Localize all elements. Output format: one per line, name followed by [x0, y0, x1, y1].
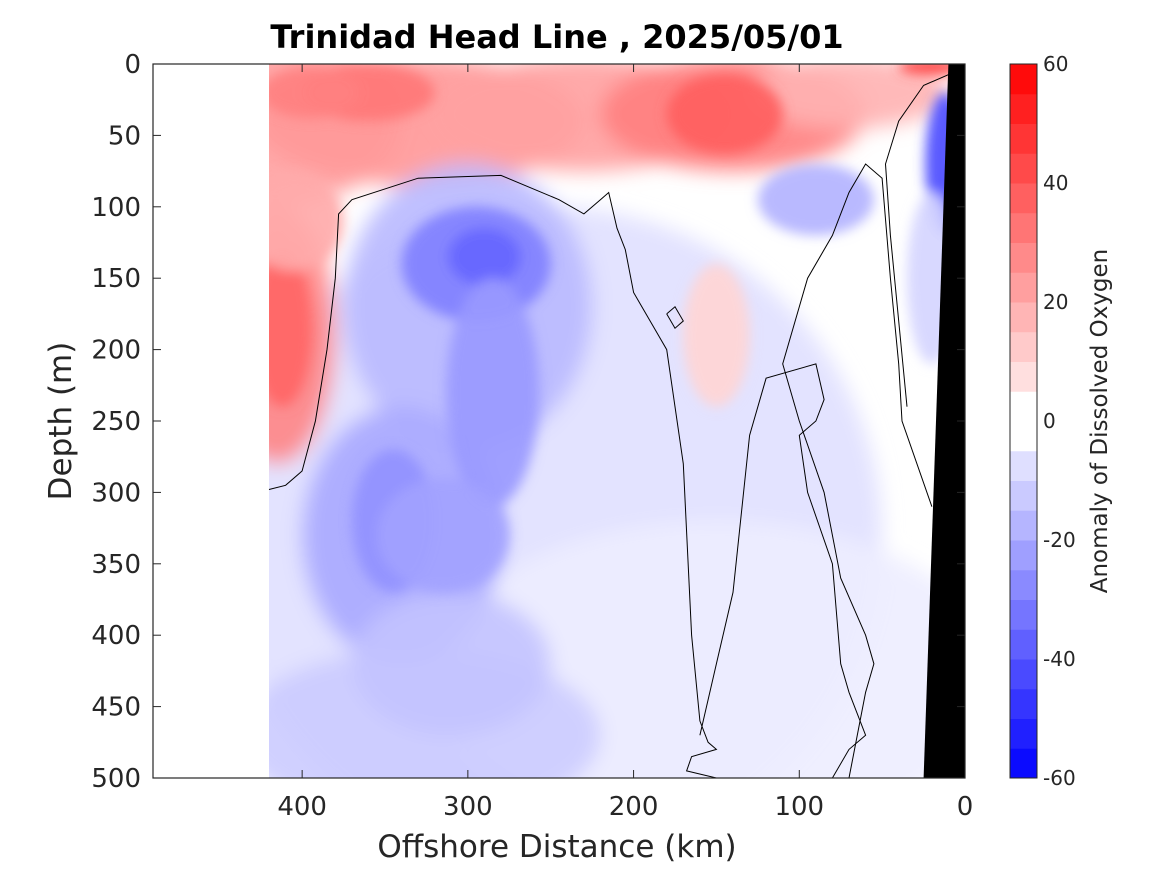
y-tick-label: 100: [91, 193, 141, 223]
y-tick-label: 0: [124, 50, 141, 80]
colorbar-band: [1010, 183, 1037, 214]
colorbar-band: [1010, 421, 1037, 452]
anomaly-patch: [447, 228, 521, 286]
colorbar-band: [1010, 361, 1037, 392]
colorbar-band: [1010, 331, 1037, 362]
colorbar-band: [1010, 302, 1037, 333]
y-axis: 0 50 100 150 200 250 300 350 400 450 500: [91, 50, 965, 794]
y-tick-label: 300: [91, 478, 141, 508]
y-tick-label: 150: [91, 264, 141, 294]
chart-title: Trinidad Head Line , 2025/05/01: [270, 18, 843, 56]
colorbar-frame: [1009, 63, 1038, 779]
anomaly-patch: [446, 278, 540, 507]
contour-line: [666, 306, 684, 329]
contour-line: [699, 363, 867, 778]
anomaly-patch: [351, 592, 551, 736]
y-tick-label: 250: [91, 407, 141, 437]
contour-line: [268, 174, 718, 778]
colorbar-band: [1010, 540, 1037, 571]
colorbar-tick-label: 0: [1043, 409, 1056, 433]
contour-line: [884, 70, 957, 407]
colorbar-band: [1010, 391, 1037, 422]
colorbar-band: [1010, 153, 1037, 184]
colorbar-band: [1010, 629, 1037, 660]
anomaly-patch: [749, 64, 949, 129]
bathymetry: [923, 64, 965, 778]
x-tick-label: 100: [774, 792, 824, 822]
colorbar-band: [1010, 64, 1037, 95]
y-axis-label: Depth (m): [43, 342, 79, 501]
colorbar-band: [1010, 569, 1037, 600]
anomaly-patch: [376, 478, 510, 593]
x-tick-label: 400: [277, 792, 327, 822]
y-tick-label: 350: [91, 550, 141, 580]
colorbar-tick-label: -20: [1043, 528, 1076, 552]
colorbar-band: [1010, 599, 1037, 630]
x-tick-label: 300: [443, 792, 493, 822]
colorbar-band: [1010, 212, 1037, 243]
anomaly-field: [153, 64, 965, 778]
y-tick-label: 500: [91, 764, 141, 794]
contour-line: [782, 163, 933, 778]
colorbar-band: [1010, 272, 1037, 303]
x-axis-label: Offshore Distance (km): [377, 829, 736, 865]
colorbar-band: [1010, 718, 1037, 749]
y-tick-label: 450: [91, 693, 141, 723]
colorbar-band: [1010, 659, 1037, 690]
x-tick-label: 200: [609, 792, 659, 822]
no-data-region: [153, 64, 269, 778]
colorbar-band: [1010, 93, 1037, 124]
anomaly-patch: [757, 163, 874, 236]
x-tick-label: 0: [957, 792, 974, 822]
anomaly-patch: [683, 263, 750, 407]
y-tick-label: 200: [91, 336, 141, 366]
colorbar-tick-label: 60: [1043, 52, 1068, 76]
anomaly-patch: [260, 66, 361, 119]
colorbar-band: [1010, 242, 1037, 273]
colorbar-label: Anomaly of Dissolved Oxygen: [1087, 249, 1113, 594]
colorbar-tick-label: 40: [1043, 171, 1068, 195]
anomaly-patch: [666, 73, 783, 154]
colorbar-band: [1010, 688, 1037, 719]
x-axis: 400 300 200 100 0: [277, 64, 973, 822]
y-tick-label: 400: [91, 621, 141, 651]
colorbar-tick-label: 20: [1043, 290, 1068, 314]
colorbar-tick-label: -40: [1043, 647, 1076, 671]
y-tick-label: 50: [108, 121, 141, 151]
colorbar-tick-label: -60: [1043, 766, 1076, 790]
colorbar-band: [1010, 748, 1037, 779]
colorbar: 60 40 20 0 -20 -40 -60: [1009, 52, 1076, 790]
colorbar-band: [1010, 510, 1037, 541]
colorbar-band: [1010, 123, 1037, 154]
colorbar-band: [1010, 450, 1037, 481]
colorbar-band: [1010, 480, 1037, 511]
zero-contour: [268, 70, 957, 778]
